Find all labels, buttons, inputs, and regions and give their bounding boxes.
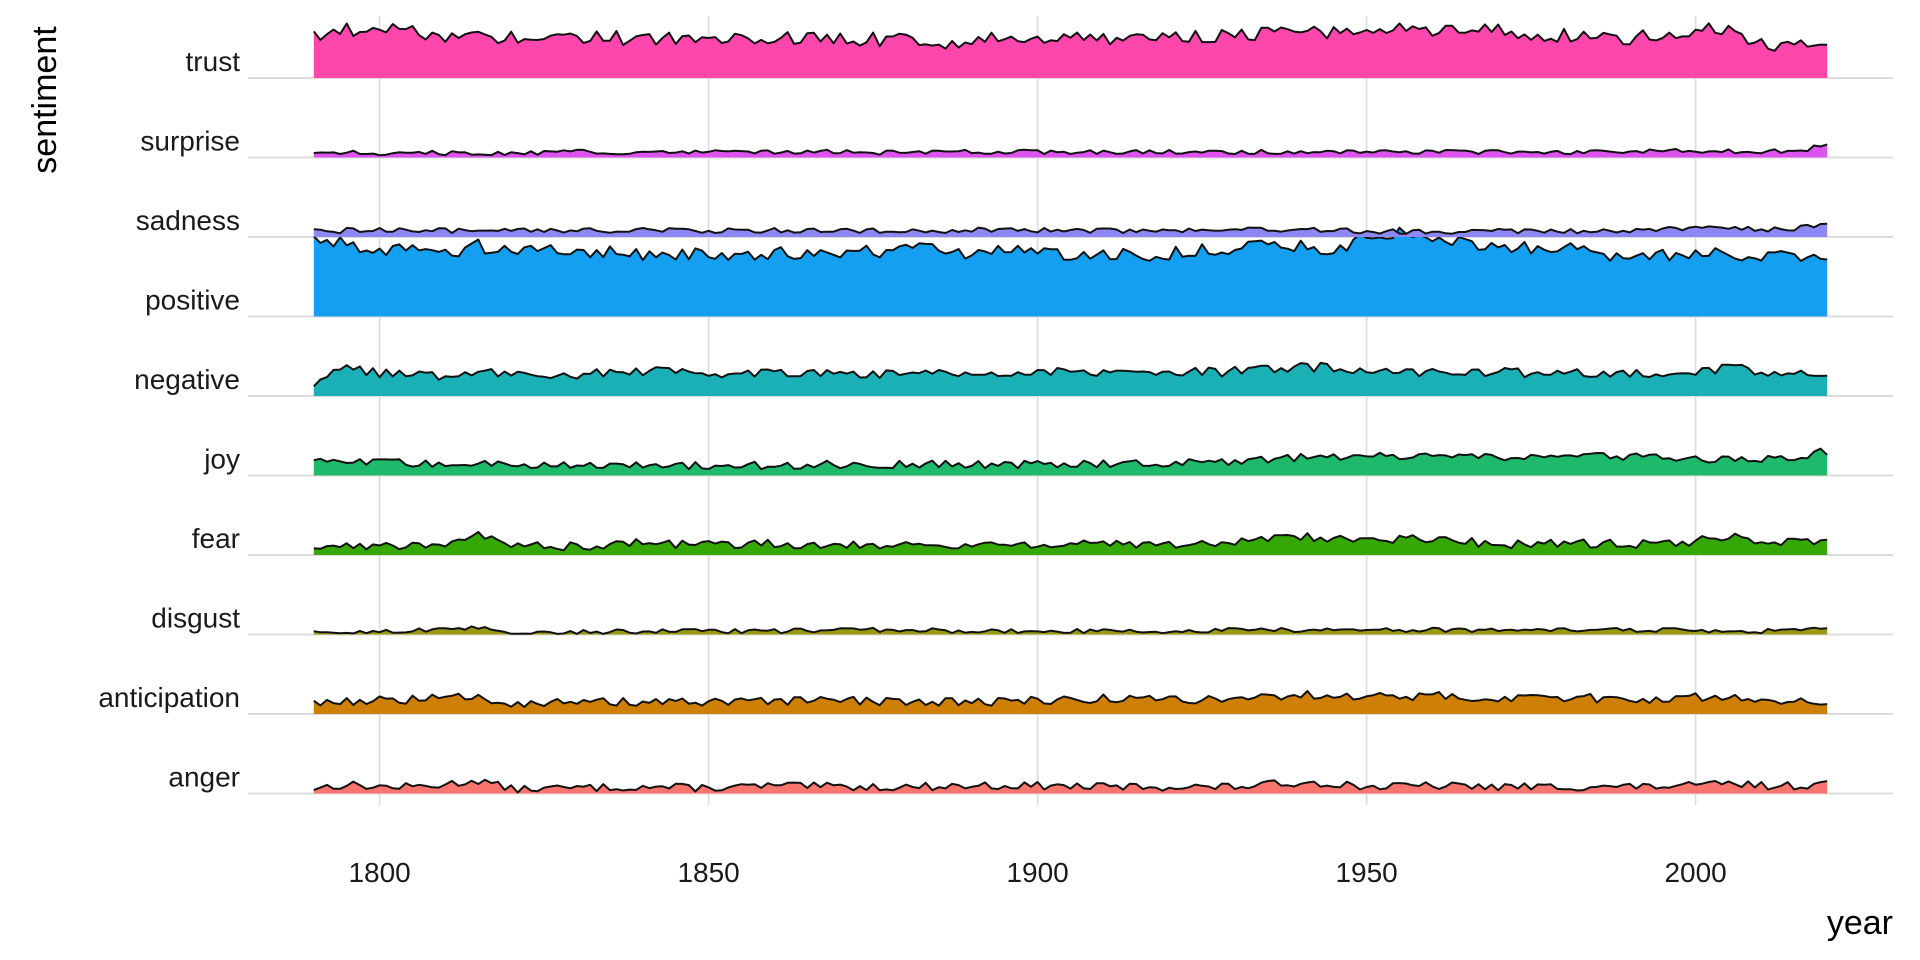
ridge-negative [313,361,1828,396]
ridge-surprise [313,143,1828,158]
ridge-line-anticipation [313,690,1828,708]
ridge-area-positive [313,227,1828,317]
ridge-area-surprise [313,144,1828,158]
ridge-line-trust [313,22,1828,52]
y-tick-label-fear: fear [192,523,240,554]
y-tick-label-joy: joy [203,444,240,475]
ridge-joy [313,447,1828,476]
ridge-area-negative [313,362,1828,396]
ridges [313,22,1828,794]
ridge-fear [313,531,1828,555]
ridge-disgust [313,625,1828,635]
ridge-line-sadness [313,222,1828,235]
x-tick-label: 1900 [1006,857,1068,888]
ridge-anticipation [313,690,1828,714]
y-tick-label-anticipation: anticipation [98,682,240,713]
y-tick-label-trust: trust [186,46,241,77]
y-tick-label-disgust: disgust [151,603,240,634]
y-tick-label-negative: negative [134,364,240,395]
x-tick-label: 1950 [1335,857,1397,888]
ridge-line-negative [313,361,1828,387]
ridge-sadness [313,222,1828,237]
ridge-trust [313,22,1828,78]
grid-layer [248,16,1893,805]
ridge-area-anger [313,779,1828,794]
x-axis-title: year [1827,904,1893,942]
ridge-line-fear [313,531,1828,552]
y-tick-labels: anger anticipation disgust fear joy negative p… [98,46,240,793]
x-tick-label: 1800 [348,857,410,888]
ridge-area-joy [313,448,1828,476]
y-tick-label-surprise: surprise [140,126,240,157]
ridge-area-anticipation [313,691,1828,714]
x-tick-label: 2000 [1664,857,1726,888]
x-tick-label: 1850 [677,857,739,888]
y-tick-label-anger: anger [168,762,240,793]
x-tick-labels: 1800 1850 1900 1950 2000 [348,857,1726,888]
y-tick-label-sadness: sadness [136,205,240,236]
ridge-area-disgust [313,626,1828,635]
ridge-line-positive [313,226,1828,262]
y-tick-label-positive: positive [145,285,240,316]
ridge-anger [313,778,1828,794]
ridge-area-trust [313,23,1828,78]
ridge-line-surprise [313,143,1828,157]
ridge-line-disgust [313,625,1828,635]
ridge-line-anger [313,778,1828,794]
ridge-line-joy [313,447,1828,471]
ridge-positive [313,226,1828,317]
y-axis-title: sentiment [26,26,64,174]
